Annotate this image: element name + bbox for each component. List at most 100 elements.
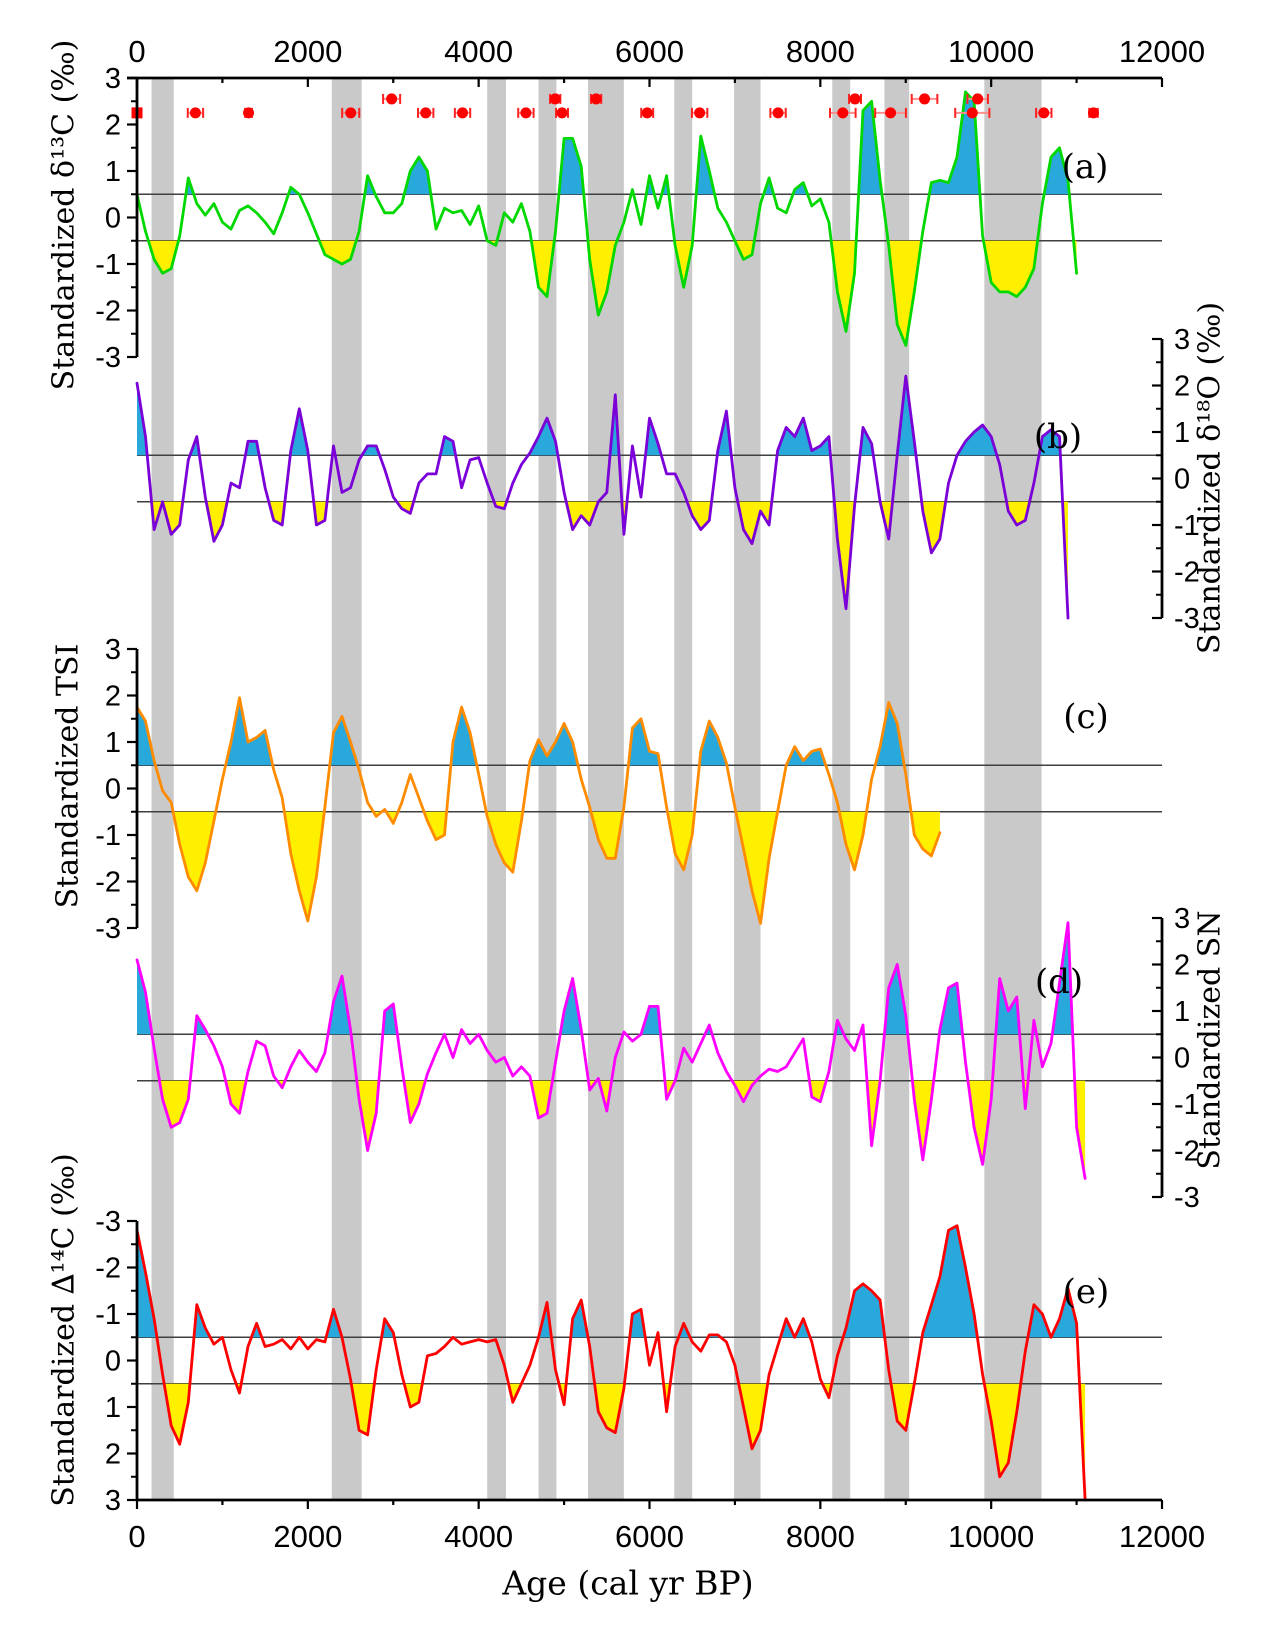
- fill-below-d: [968, 1080, 993, 1165]
- y-tick-label: 0: [105, 203, 121, 235]
- panel-e-label: (e): [1062, 1272, 1110, 1312]
- fill-below-c: [486, 811, 523, 873]
- panel-c-label: (c): [1063, 697, 1109, 737]
- x-tick-label: 10000: [948, 34, 1034, 69]
- fill-below-c: [284, 811, 325, 921]
- highlight-band: [487, 78, 506, 1500]
- age-marker-dot: [520, 107, 532, 119]
- x-tick-label: 4000: [444, 34, 513, 69]
- highlight-band: [674, 78, 693, 1500]
- fill-above-d: [884, 964, 908, 1035]
- fill-below-b: [206, 501, 228, 542]
- y-tick-label: -3: [1174, 1182, 1200, 1214]
- fill-below-c: [173, 811, 216, 891]
- fill-above-c: [628, 718, 660, 766]
- highlight-band: [331, 78, 362, 1500]
- axes: [127, 76, 1164, 1509]
- y-tick-label: -3: [95, 913, 121, 945]
- age-marker-dot: [641, 107, 653, 119]
- fill-below-c: [590, 811, 624, 859]
- age-marker-dot: [919, 93, 931, 105]
- x-tick-label: 2000: [273, 1519, 342, 1554]
- fill-above-a: [559, 138, 584, 195]
- fill-below-b: [1006, 501, 1030, 525]
- panel-c-y-axis-title: Standardized TSI: [50, 643, 86, 909]
- y-tick-label: 2: [1174, 371, 1190, 403]
- fill-below-b: [834, 501, 855, 609]
- panel-a-y-axis-title: Standardized δ¹³C (‰): [46, 39, 82, 391]
- y-tick-label: 2: [105, 681, 121, 713]
- fill-below-a: [674, 240, 693, 288]
- age-marker-dot: [849, 93, 861, 105]
- y-tick-label: -3: [95, 1206, 121, 1238]
- x-tick-label: 8000: [786, 1519, 855, 1554]
- y-tick-label: 1: [105, 727, 121, 759]
- y-tick-label: 3: [105, 634, 121, 666]
- age-marker-dot: [966, 107, 978, 119]
- series-line-b: [135, 374, 1070, 620]
- y-tick-label: -2: [95, 296, 121, 328]
- fill-below-b: [396, 501, 414, 514]
- y-tick-label: -1: [95, 820, 121, 852]
- fill-below-a: [831, 240, 857, 332]
- fill-below-a: [588, 240, 617, 316]
- x-tick-label: 0: [128, 34, 145, 69]
- fill-above-a: [929, 91, 980, 195]
- highlight-bands: [151, 78, 1042, 1500]
- age-marker-dot: [457, 107, 469, 119]
- y-tick-label: 0: [105, 1346, 121, 1378]
- panel-e-y-axis-title: Standardized ∆¹⁴C (‰): [46, 1153, 82, 1507]
- highlight-band: [984, 78, 1042, 1500]
- x-tick-label: 8000: [786, 34, 855, 69]
- fill-below-d: [1074, 1080, 1086, 1179]
- fill-below-b: [268, 501, 285, 525]
- y-tick-label: -2: [1174, 557, 1200, 589]
- panel-d-y-axis-title: Standardized SN: [1192, 910, 1228, 1170]
- fill-above-b: [528, 418, 558, 456]
- series-line-e: [135, 1224, 1087, 1502]
- age-marker-dot: [345, 107, 357, 119]
- x-tick-label: 0: [128, 1519, 145, 1554]
- series-line-d: [135, 921, 1087, 1180]
- series-lines: [135, 90, 1087, 1502]
- fill-below-c: [839, 811, 867, 870]
- x-tick-label: 6000: [615, 1519, 684, 1554]
- fill-below-b: [921, 501, 946, 553]
- age-marker-dot: [556, 107, 568, 119]
- y-tick-label: -2: [1174, 1136, 1200, 1168]
- y-tick-label: -2: [95, 867, 121, 899]
- fill-above-e: [326, 1309, 342, 1338]
- y-tick-label: 0: [1174, 464, 1190, 496]
- y-tick-label: 0: [1174, 1043, 1190, 1075]
- age-marker-dot: [772, 107, 784, 119]
- fill-above-b: [245, 441, 260, 456]
- age-marker-dot: [243, 107, 255, 119]
- tick-labels: 0020002000400040006000600080008000100001…: [95, 34, 1205, 1554]
- fill-above-d: [939, 983, 963, 1035]
- fill-below-c: [735, 811, 778, 924]
- fill-below-e: [164, 1383, 190, 1445]
- age-marker-dot: [386, 93, 398, 105]
- x-tick-label: 10000: [948, 1519, 1034, 1554]
- highlight-band: [588, 78, 624, 1500]
- fill-below-c: [424, 811, 447, 840]
- fill-below-a: [983, 240, 1038, 297]
- age-marker-dot: [694, 107, 706, 119]
- panel-d-label: (d): [1034, 962, 1084, 1002]
- x-axis-title: Age (cal yr BP): [502, 1563, 754, 1603]
- fill-above-b: [777, 418, 831, 456]
- fill-above-d: [641, 1006, 661, 1035]
- y-tick-label: -2: [95, 1253, 121, 1285]
- fill-above-b: [290, 408, 309, 456]
- age-marker-dot: [1038, 107, 1050, 119]
- y-tick-label: 1: [105, 156, 121, 188]
- x-tick-label: 12000: [1119, 1519, 1205, 1554]
- panel-b-y-axis-title: Standardized δ¹⁸O (‰): [1192, 301, 1228, 655]
- y-tick-label: 2: [105, 1439, 121, 1471]
- y-tick-label: 1: [105, 1392, 121, 1424]
- panel-a-label: (a): [1061, 147, 1109, 187]
- fill-below-c: [667, 811, 695, 870]
- series-line-c: [135, 696, 942, 925]
- radiocarbon-age-markers: [131, 93, 1099, 119]
